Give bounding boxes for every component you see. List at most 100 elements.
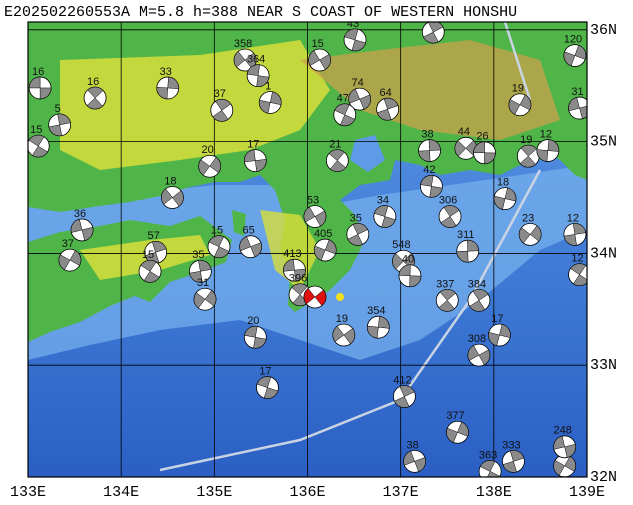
beachball-quadrant bbox=[553, 435, 565, 450]
depth-label: 412 bbox=[393, 374, 411, 386]
depth-label: 26 bbox=[476, 131, 488, 143]
depth-label: 34 bbox=[377, 194, 389, 206]
beachball bbox=[188, 259, 212, 283]
beachball bbox=[233, 48, 257, 72]
depth-label: 43 bbox=[347, 18, 359, 30]
beachball-quadrant bbox=[454, 140, 467, 157]
depth-label: 12 bbox=[567, 212, 579, 224]
beachball-quadrant bbox=[343, 328, 356, 345]
beachball-quadrant bbox=[359, 94, 371, 110]
beachball-quadrant bbox=[478, 349, 491, 366]
beachball-quadrant bbox=[564, 444, 576, 458]
beachball-quadrant bbox=[443, 205, 460, 217]
beachball-quadrant bbox=[303, 288, 316, 305]
beachball-quadrant bbox=[167, 76, 179, 89]
beachball-quadrant bbox=[351, 39, 366, 52]
beachball-quadrant bbox=[563, 234, 577, 246]
depth-label: 333 bbox=[502, 439, 520, 451]
depth-label: 248 bbox=[553, 425, 571, 437]
depth-label: 53 bbox=[307, 194, 319, 206]
depth-label: 364 bbox=[247, 54, 265, 66]
beachball bbox=[536, 139, 560, 162]
beachball-quadrant bbox=[399, 385, 415, 397]
beachball bbox=[456, 239, 480, 263]
beachball bbox=[210, 98, 234, 122]
beachball-quadrant bbox=[392, 253, 404, 270]
beachball-quadrant bbox=[348, 88, 361, 104]
beachball bbox=[325, 149, 349, 173]
beachball-quadrant bbox=[283, 258, 295, 272]
beachball-quadrant bbox=[344, 28, 359, 41]
beachball-quadrant bbox=[547, 139, 560, 152]
depth-label: 20 bbox=[202, 144, 214, 156]
y-tick-label: 35N bbox=[590, 134, 617, 151]
depth-label: 19 bbox=[336, 313, 348, 325]
beachball-quadrant bbox=[140, 260, 157, 272]
beachball-quadrant bbox=[457, 421, 469, 437]
y-tick-label: 36N bbox=[590, 22, 617, 39]
depth-label: 363 bbox=[479, 449, 497, 461]
beachball-quadrant bbox=[319, 54, 331, 70]
beachball bbox=[303, 285, 327, 309]
depth-label: 35 bbox=[350, 212, 362, 224]
beachball-quadrant bbox=[352, 223, 369, 235]
map-frame bbox=[27, 21, 588, 478]
beachball-quadrant bbox=[428, 139, 441, 151]
beachball-quadrant bbox=[572, 223, 587, 235]
depth-label: 311 bbox=[457, 229, 475, 241]
beachball-quadrant bbox=[508, 99, 521, 115]
beachball bbox=[516, 144, 540, 168]
beachball-quadrant bbox=[568, 97, 580, 112]
beachball bbox=[239, 235, 263, 259]
depth-label: 33 bbox=[160, 66, 172, 78]
x-tick-label: 137E bbox=[383, 484, 419, 501]
beachball-quadrant bbox=[32, 145, 48, 158]
beachball bbox=[435, 288, 459, 312]
beachball-quadrant bbox=[244, 326, 258, 338]
depth-label: 17 bbox=[247, 139, 259, 151]
beachball-quadrant bbox=[314, 289, 327, 306]
beachball-quadrant bbox=[250, 242, 262, 258]
depth-label: 17 bbox=[259, 365, 271, 377]
beachball bbox=[568, 96, 587, 120]
beachball-quadrant bbox=[376, 108, 392, 121]
beachball-quadrant bbox=[308, 50, 320, 67]
beachball-quadrant bbox=[258, 99, 271, 114]
y-tick-label: 32N bbox=[590, 469, 617, 486]
beachball bbox=[243, 325, 267, 349]
beachball-quadrant bbox=[256, 376, 272, 388]
beachball bbox=[420, 174, 443, 198]
beachball-quadrant bbox=[269, 91, 282, 106]
beachball bbox=[478, 460, 502, 477]
beachball-quadrant bbox=[246, 64, 260, 76]
beachball-quadrant bbox=[493, 195, 506, 210]
beachball bbox=[366, 315, 390, 339]
beachball bbox=[343, 28, 367, 52]
beachball bbox=[58, 248, 82, 272]
beachball-quadrant bbox=[467, 345, 480, 361]
beachball-quadrant bbox=[48, 124, 63, 137]
depth-label: 31 bbox=[197, 277, 209, 289]
depth-label: 18 bbox=[497, 177, 509, 189]
beachball-quadrant bbox=[394, 396, 410, 408]
beachball-quadrant bbox=[256, 75, 270, 87]
x-tick-label: 139E bbox=[569, 484, 605, 501]
beachball-quadrant bbox=[574, 44, 587, 60]
beachball-quadrant bbox=[328, 149, 345, 161]
map-title: E202502260553A M=5.8 h=388 NEAR S COAST … bbox=[4, 4, 517, 21]
x-tick-label: 136E bbox=[289, 484, 325, 501]
beachball bbox=[508, 93, 532, 117]
beachball-quadrant bbox=[423, 31, 439, 44]
depth-label: 44 bbox=[458, 126, 470, 138]
beachball bbox=[493, 187, 517, 211]
depth-label: 38 bbox=[421, 128, 433, 140]
beachball-quadrant bbox=[204, 290, 217, 307]
depth-label: 337 bbox=[436, 278, 454, 290]
depth-label: 19 bbox=[520, 134, 532, 146]
beachball bbox=[438, 205, 462, 228]
depth-label: 17 bbox=[491, 313, 503, 325]
beachball-quadrant bbox=[472, 289, 489, 301]
y-tick-label: 33N bbox=[590, 357, 617, 374]
beachball-quadrant bbox=[509, 450, 525, 462]
